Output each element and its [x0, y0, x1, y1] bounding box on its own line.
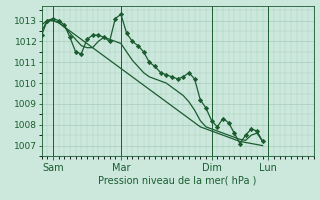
X-axis label: Pression niveau de la mer( hPa ): Pression niveau de la mer( hPa )	[99, 176, 257, 186]
